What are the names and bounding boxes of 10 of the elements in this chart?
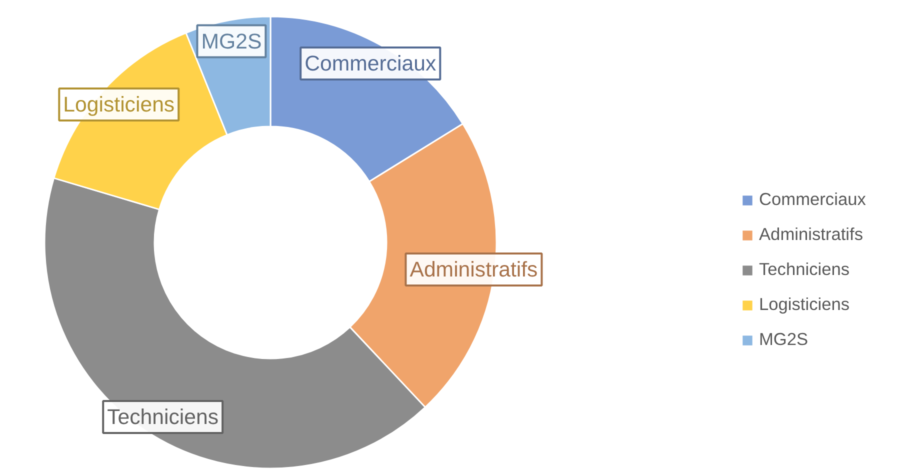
slice-label: Commerciaux <box>304 51 436 76</box>
slice-label: Logisticiens <box>63 92 175 117</box>
slice-label: Techniciens <box>107 404 219 429</box>
legend-label: Logisticiens <box>759 294 850 315</box>
legend-label: Techniciens <box>759 259 850 280</box>
legend-label: Administratifs <box>759 224 863 245</box>
legend-label: MG2S <box>759 329 808 350</box>
slice-label: Administratifs <box>410 257 538 282</box>
slice-label: MG2S <box>201 29 262 54</box>
legend-label: Commerciaux <box>759 189 866 210</box>
